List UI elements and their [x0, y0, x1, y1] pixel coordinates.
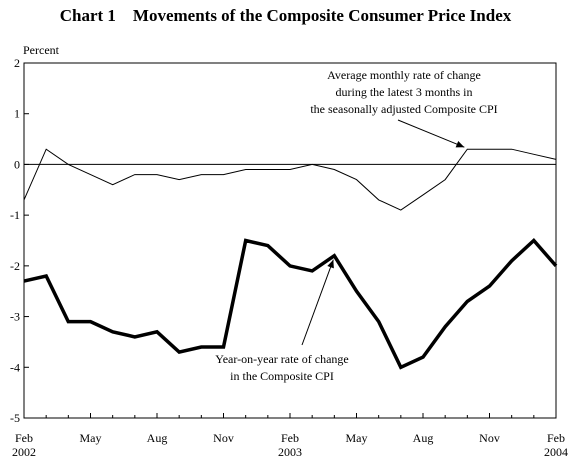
- y-tick-label: -5: [10, 411, 20, 425]
- y-tick-label: -4: [10, 360, 20, 374]
- series-line-year-on-year: [23, 237, 558, 370]
- annotation-monthly-average-line: the seasonally adjusted Composite CPI: [310, 102, 497, 116]
- y-tick-label: -1: [10, 208, 20, 222]
- x-tick-label: Feb: [15, 431, 33, 445]
- x-tick-label: May: [80, 431, 102, 445]
- x-tick-label: Nov: [479, 431, 500, 445]
- x-tick-year-label: 2003: [278, 445, 302, 459]
- annotation-arrow-year-on-year-head: [327, 259, 334, 269]
- y-tick-label: 0: [14, 157, 20, 171]
- annotation-arrow-monthly-average-head: [455, 140, 465, 148]
- annotation-arrow-year-on-year: [301, 259, 334, 346]
- x-tick-label: Feb: [281, 431, 299, 445]
- x-tick-label: May: [346, 431, 368, 445]
- x-tick-label: Feb: [547, 431, 565, 445]
- x-tick-year-label: 2002: [12, 445, 36, 459]
- series-line-monthly-average: [23, 148, 557, 211]
- annotation-year-on-year-line: Year-on-year rate of change: [215, 352, 348, 366]
- x-tick-label: Aug: [147, 431, 168, 445]
- y-axis-label: Percent: [23, 43, 60, 57]
- x-tick-year-label: 2004: [544, 445, 568, 459]
- y-tick-label: -3: [10, 310, 20, 324]
- annotation-arrow-monthly-average: [397, 119, 465, 148]
- x-tick-label: Nov: [213, 431, 234, 445]
- annotation-monthly-average-line: Average monthly rate of change: [327, 68, 481, 82]
- annotation-year-on-year-line: in the Composite CPI: [230, 369, 334, 383]
- annotation-monthly-average-line: during the latest 3 months in: [336, 85, 473, 99]
- y-tick-label: 1: [14, 107, 20, 121]
- chart-title: Chart 1 Movements of the Composite Consu…: [59, 6, 512, 25]
- y-tick-label: 2: [14, 56, 20, 70]
- y-tick-label: -2: [10, 259, 20, 273]
- x-tick-label: Aug: [413, 431, 434, 445]
